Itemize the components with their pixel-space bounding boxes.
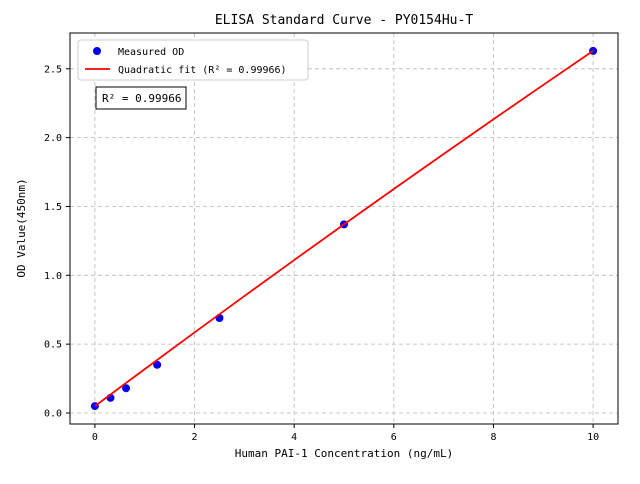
axes-frame bbox=[69, 32, 619, 425]
x-tick-label: 2 bbox=[192, 432, 198, 443]
x-axis-label: Human PAI-1 Concentration (ng/mL) bbox=[235, 447, 454, 460]
legend-marker-measured-od bbox=[93, 47, 101, 55]
tick-layer: 0 2 4 6 8 10 0.0 0.5 1.0 1.5 2.0 2.5 bbox=[44, 64, 599, 443]
legend-label-measured-od: Measured OD bbox=[118, 47, 184, 58]
data-point bbox=[153, 360, 162, 369]
y-axis-label: OD Value(450nm) bbox=[15, 178, 28, 277]
data-point bbox=[122, 384, 131, 393]
y-tick-label: 1.0 bbox=[44, 271, 62, 282]
y-tick-label: 2.5 bbox=[44, 64, 62, 75]
y-tick-label: 0.0 bbox=[44, 408, 62, 419]
chart-title: ELISA Standard Curve - PY0154Hu-T bbox=[215, 13, 473, 28]
y-tick-label: 2.0 bbox=[44, 133, 62, 144]
r-squared-annotation: R² = 0.99966 bbox=[95, 86, 187, 110]
x-tick-label: 10 bbox=[587, 432, 599, 443]
x-tick-label: 8 bbox=[490, 432, 496, 443]
x-tick-label: 6 bbox=[391, 432, 397, 443]
series-layer bbox=[90, 46, 598, 411]
grid-layer bbox=[70, 33, 618, 424]
annotation-box bbox=[95, 86, 187, 110]
y-tick-label: 1.5 bbox=[44, 202, 62, 213]
annotation-text: R² = 0.99966 bbox=[102, 92, 181, 105]
fit-line bbox=[94, 50, 594, 407]
x-tick-label: 4 bbox=[291, 432, 297, 443]
legend: Measured OD Quadratic fit (R² = 0.99966) bbox=[77, 39, 309, 81]
legend-box bbox=[77, 39, 309, 81]
y-tick-label: 0.5 bbox=[44, 340, 62, 351]
plot-border bbox=[69, 32, 619, 425]
x-tick-label: 0 bbox=[92, 432, 98, 443]
legend-label-quadratic-fit: Quadratic fit (R² = 0.99966) bbox=[118, 65, 287, 76]
